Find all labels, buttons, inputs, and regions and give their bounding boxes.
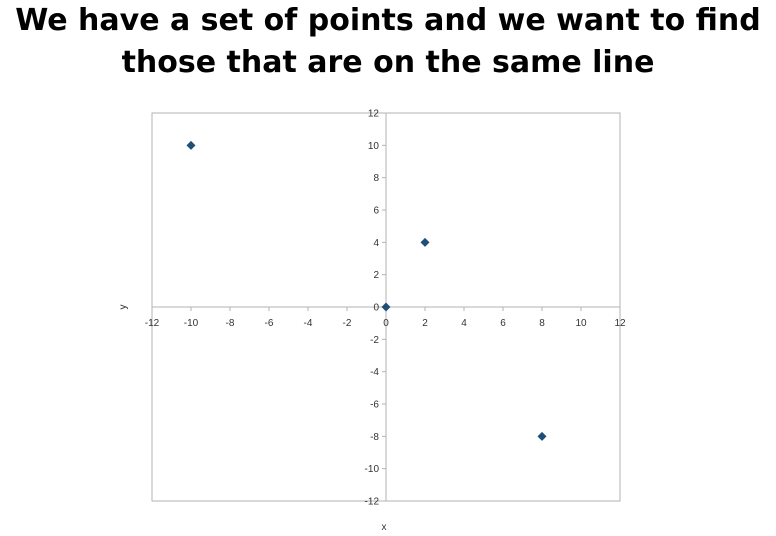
x-tick-label: -6 (265, 318, 274, 329)
slide-title-line-2: those that are on the same line (121, 45, 655, 80)
x-tick-label: -12 (145, 318, 160, 329)
x-axis-title: x (382, 522, 387, 533)
y-tick-label: 2 (373, 270, 379, 281)
y-tick-label: -8 (370, 432, 379, 443)
y-tick-label: 12 (368, 109, 380, 120)
data-point-diamond (186, 140, 196, 150)
y-tick-label: 4 (373, 238, 379, 249)
y-tick-label: -12 (365, 497, 380, 508)
y-tick-label: 8 (373, 173, 379, 184)
x-tick-label: 8 (539, 318, 545, 329)
y-tick-label: -4 (370, 367, 379, 378)
x-tick-label: -10 (184, 318, 199, 329)
x-tick-label: -8 (226, 318, 235, 329)
y-tick-label: 0 (373, 303, 379, 314)
x-tick-label: 0 (383, 318, 389, 329)
x-tick-label: -2 (343, 318, 352, 329)
y-tick-label: 10 (368, 141, 380, 152)
x-tick-label: 4 (461, 318, 467, 329)
data-point-diamond (420, 237, 430, 247)
slide-title: We have a set of points and we want to f… (0, 0, 776, 84)
slide-title-line-1: We have a set of points and we want to f… (15, 3, 761, 38)
x-tick-label: 6 (500, 318, 506, 329)
data-point-diamond (381, 302, 391, 312)
x-tick-label: 12 (614, 318, 626, 329)
y-tick-label: -2 (370, 335, 379, 346)
data-points (186, 140, 547, 441)
x-tick-label: 2 (422, 318, 428, 329)
y-tick-label: -10 (365, 464, 380, 475)
y-tick-label: -6 (370, 400, 379, 411)
x-axis-ticks: -12 -10 -8 -6 -4 -2 0 2 4 6 8 10 12 (145, 307, 626, 329)
y-tick-label: 6 (373, 206, 379, 217)
x-tick-label: 10 (575, 318, 587, 329)
y-axis-ticks: -12 -10 -8 -6 -4 -2 0 2 4 6 8 10 12 (365, 109, 386, 508)
data-point-diamond (537, 431, 547, 441)
x-tick-label: -4 (304, 318, 313, 329)
y-axis-title: y (118, 305, 129, 310)
